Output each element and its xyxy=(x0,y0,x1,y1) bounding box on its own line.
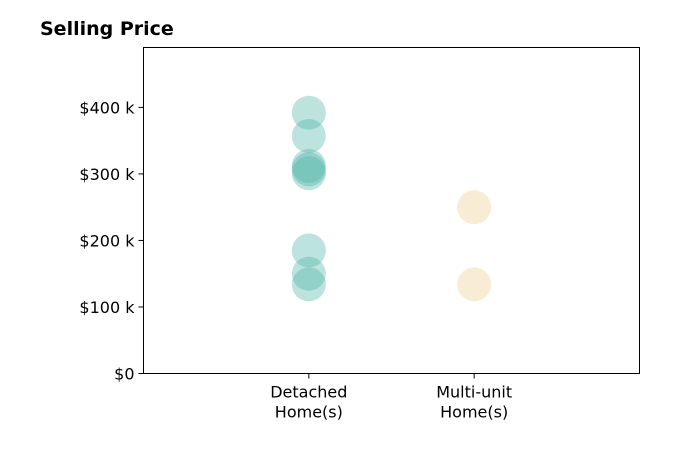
x-tick-label: Detached Home(s) xyxy=(270,383,347,422)
axes: $0 $100 k $200 k $300 k $400 k Detached Home(s… xyxy=(79,98,512,421)
data-point-1-0 xyxy=(457,190,492,225)
y-tick-label: $200 k xyxy=(79,231,135,250)
x-tick-label: Multi-unit Home(s) xyxy=(436,383,512,422)
data-point-0-1 xyxy=(291,118,326,153)
data-point-0-4 xyxy=(291,156,326,191)
data-point-0-0 xyxy=(291,95,326,130)
data-point-0-2 xyxy=(291,148,326,183)
chart-title: Selling Price xyxy=(40,18,174,40)
data-point-0-7 xyxy=(291,267,326,302)
y-tick-label: $400 k xyxy=(79,98,135,117)
y-tick-label: $300 k xyxy=(79,165,135,184)
data-point-0-6 xyxy=(291,256,326,291)
data-point-0-3 xyxy=(291,152,326,187)
data-point-1-1 xyxy=(457,267,492,302)
plot-area xyxy=(291,95,492,302)
y-tick-label: $100 k xyxy=(79,298,135,317)
y-tick-label: $0 xyxy=(114,365,134,384)
axes-frame xyxy=(143,47,640,374)
data-point-0-5 xyxy=(291,233,326,268)
